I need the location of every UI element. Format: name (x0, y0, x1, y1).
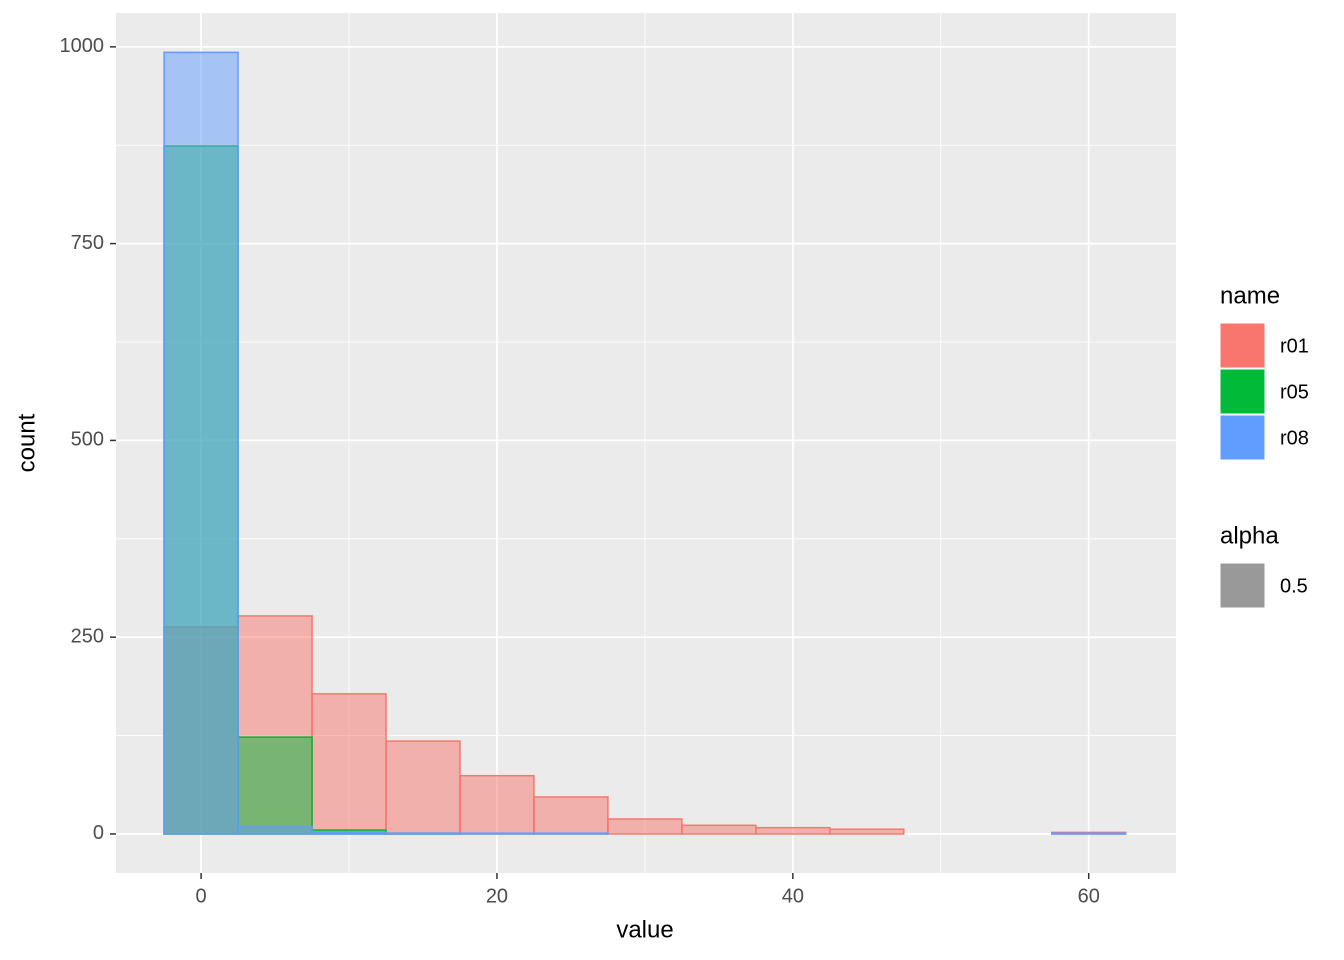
histogram-bar (163, 51, 239, 835)
alpha-legend-title: alpha (1220, 522, 1279, 549)
histogram-bar (755, 826, 831, 835)
histogram-bar (385, 832, 461, 835)
y-tick-label: 1000 (60, 35, 105, 57)
histogram-bar (459, 774, 535, 835)
histogram-bar (1050, 832, 1127, 835)
histogram-bar (533, 796, 609, 835)
y-tick-label: 250 (71, 625, 104, 647)
y-tick-label: 750 (71, 232, 104, 254)
legend-label: r08 (1280, 427, 1309, 449)
histogram-bar (459, 832, 535, 835)
legend-label: r01 (1280, 335, 1309, 357)
histogram-bar (681, 824, 757, 835)
alpha-legend-key (1219, 562, 1266, 609)
x-axis-title: value (616, 916, 673, 943)
y-tick-label: 500 (71, 429, 104, 451)
histogram-bar (533, 832, 609, 835)
histogram-bar (829, 828, 905, 835)
legend-key (1219, 368, 1266, 415)
histogram-bar (237, 826, 313, 835)
x-tick-label: 60 (1078, 885, 1100, 907)
histogram-bar (607, 818, 683, 835)
histogram-bar (237, 736, 313, 835)
histogram-bar (385, 740, 461, 835)
y-axis-title: count (13, 413, 40, 472)
x-tick-label: 40 (782, 885, 804, 907)
alpha-legend-label: 0.5 (1280, 575, 1308, 597)
histogram-bar (311, 693, 387, 835)
legend-key (1219, 322, 1266, 369)
histogram-bar (311, 831, 387, 835)
legend-title: name (1220, 282, 1280, 309)
x-tick-label: 20 (486, 885, 508, 907)
legend-label: r05 (1280, 381, 1309, 403)
legend-key (1219, 414, 1266, 461)
y-tick-label: 0 (93, 822, 104, 844)
x-tick-label: 0 (196, 885, 207, 907)
